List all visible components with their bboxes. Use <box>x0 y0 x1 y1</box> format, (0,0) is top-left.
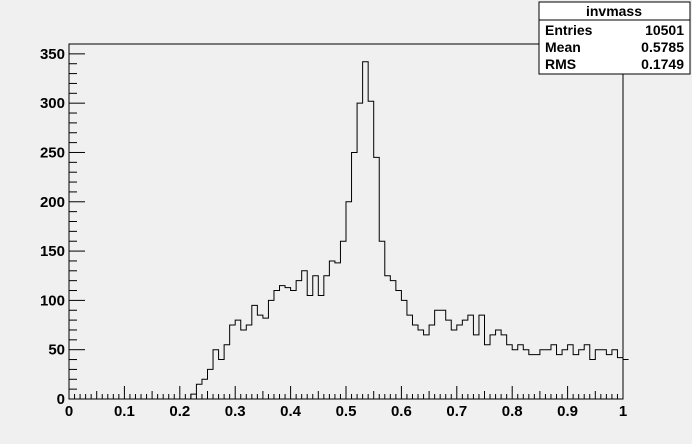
stats-box-frame <box>538 1 691 75</box>
y-tick-label: 100 <box>40 292 65 309</box>
y-tick-label: 50 <box>48 342 65 359</box>
y-tick-label: 200 <box>40 194 65 211</box>
stats-box-title: invmass <box>586 3 642 19</box>
stats-label-mean: Mean <box>545 39 581 55</box>
y-tick-label: 150 <box>40 243 65 260</box>
stats-box: invmass Entries 10501 Mean 0.5785 RMS 0.… <box>538 1 691 75</box>
y-tick-label: 0 <box>57 391 65 408</box>
x-tick-label: 0.3 <box>225 403 246 420</box>
stats-value-mean: 0.5785 <box>641 39 684 55</box>
y-tick-label: 250 <box>40 144 65 161</box>
stats-value-rms: 0.1749 <box>641 56 684 72</box>
x-tick-label: 0.9 <box>557 403 578 420</box>
histogram-series-line <box>69 61 629 400</box>
x-tick-label: 0.6 <box>391 403 412 420</box>
x-tick-label: 0 <box>65 403 73 420</box>
x-tick-label: 1 <box>619 403 627 420</box>
stats-label-rms: RMS <box>545 56 576 72</box>
y-tick-label: 300 <box>40 95 65 112</box>
stats-value-entries: 10501 <box>645 22 684 38</box>
x-tick-label: 0.8 <box>502 403 523 420</box>
stats-label-entries: Entries <box>545 22 593 38</box>
y-tick-label: 350 <box>40 46 65 63</box>
x-tick-label: 0.5 <box>336 403 357 420</box>
x-tick-label: 0.1 <box>114 403 135 420</box>
x-tick-label: 0.4 <box>280 403 302 420</box>
x-tick-label: 0.2 <box>169 403 190 420</box>
x-tick-label: 0.7 <box>446 403 467 420</box>
